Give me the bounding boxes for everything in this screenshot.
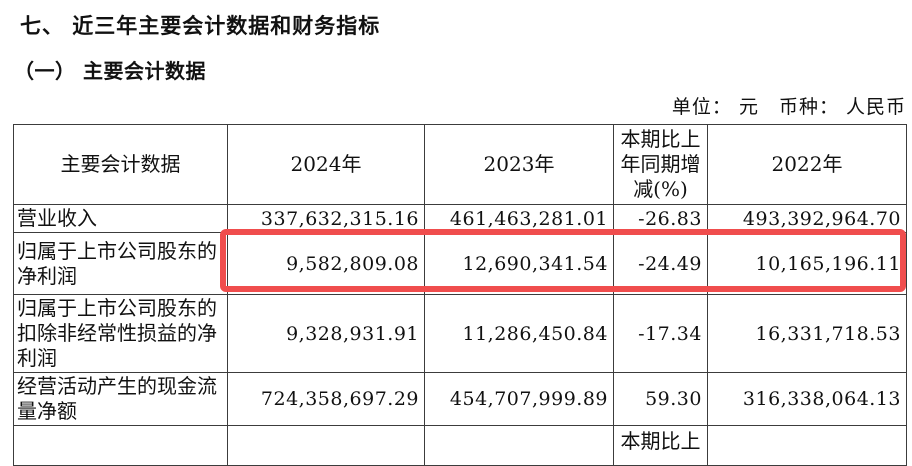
cell-2022 [707,425,907,466]
cell-change-pct: -26.83 [613,204,708,233]
column-header-2022: 2022年 [707,124,907,205]
accounting-data-table: 主要会计数据 2024年 2023年 本期比上年同期增减(%) 2022年 营业… [13,124,907,466]
cell-change-pct: 59.30 [613,372,708,426]
cell-2024: 337,632,315.16 [227,204,425,233]
cell-2023: 12,690,341.54 [424,232,614,295]
cell-2023: 454,707,999.89 [424,372,614,426]
cell-2024: 9,582,809.08 [227,232,425,295]
cell-2022: 493,392,964.70 [707,204,907,233]
row-label: 归属于上市公司股东的扣除非经常性损益的净利润 [13,294,228,373]
section-title: 七、 近三年主要会计数据和财务指标 [20,13,381,38]
column-header-2024: 2024年 [227,124,425,205]
cell-2022: 10,165,196.11 [707,232,907,295]
cell-2022: 16,331,718.53 [707,294,907,373]
partial-next-row: 本期比上 [13,425,907,466]
cell-2023: 461,463,281.01 [424,204,614,233]
row-label: 营业收入 [13,204,228,233]
cell-2023 [424,425,614,466]
cell-2022: 316,338,064.13 [707,372,907,426]
row-label: 经营活动产生的现金流量净额 [13,372,228,426]
cell-change-pct: -24.49 [613,232,708,295]
table-row-net-profit: 归属于上市公司股东的净利润 9,582,809.08 12,690,341.54… [13,232,907,295]
cell-change-pct: -17.34 [613,294,708,373]
cell-2023: 11,286,450.84 [424,294,614,373]
cell-2024: 724,358,697.29 [227,372,425,426]
subsection-title: （一） 主要会计数据 [14,59,206,83]
column-header-2023: 2023年 [424,124,614,205]
cell-2024: 9,328,931.91 [227,294,425,373]
table-row-revenue: 营业收入 337,632,315.16 461,463,281.01 -26.8… [13,204,907,233]
table-header-row: 主要会计数据 2024年 2023年 本期比上年同期增减(%) 2022年 [13,124,907,205]
column-header-metric: 主要会计数据 [13,124,228,205]
row-label [13,425,228,466]
cell-2024 [227,425,425,466]
table-row-operating-cash-flow: 经营活动产生的现金流量净额 724,358,697.29 454,707,999… [13,372,907,426]
unit-currency-note: 单位： 元 币种： 人民币 [671,96,906,118]
table-row-net-profit-excl-nonrecurring: 归属于上市公司股东的扣除非经常性损益的净利润 9,328,931.91 11,2… [13,294,907,373]
row-label: 归属于上市公司股东的净利润 [13,232,228,295]
cell-change-clipped: 本期比上 [613,425,708,466]
column-header-change: 本期比上年同期增减(%) [613,124,708,205]
